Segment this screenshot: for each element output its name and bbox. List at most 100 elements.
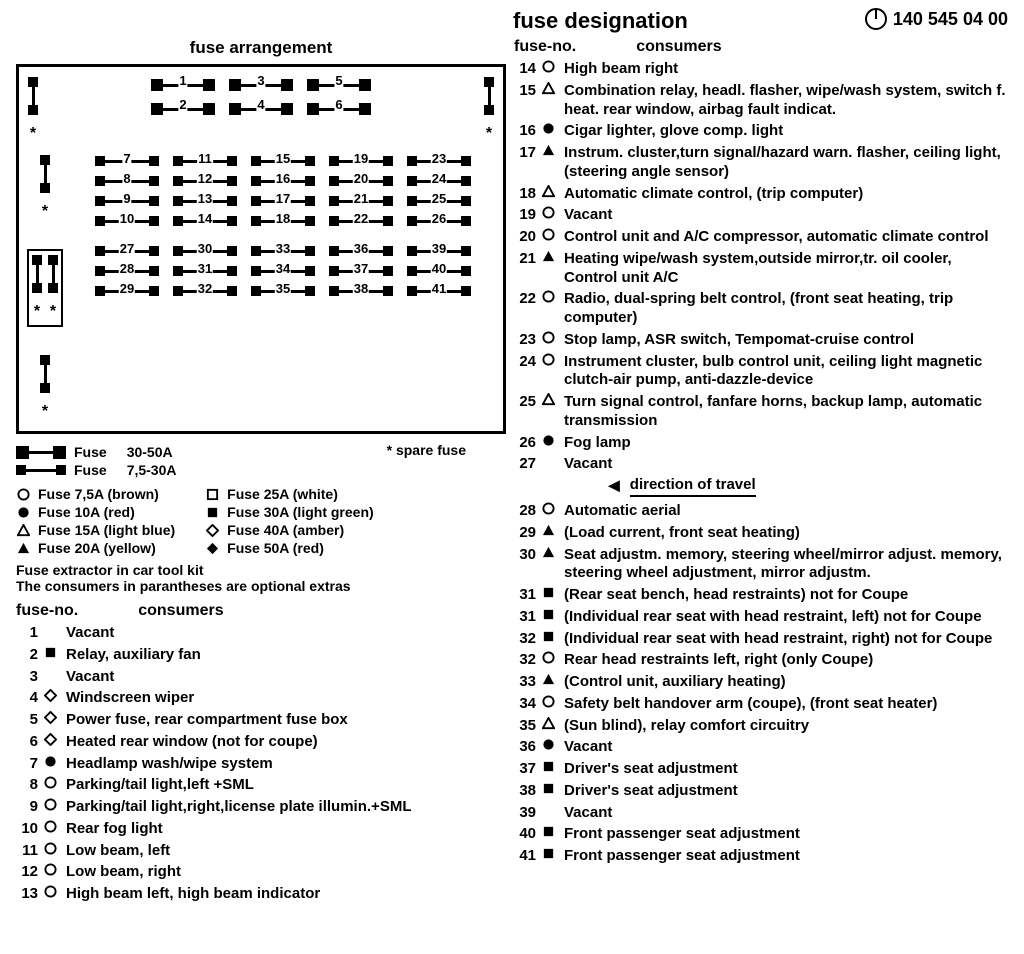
fuse-number: 25 — [514, 393, 536, 412]
fuse-number: 23 — [514, 331, 536, 350]
circle-open-icon — [542, 695, 558, 708]
fuse-description: Parking/tail light,left +SML — [66, 776, 506, 795]
fuse-item: 32 Rear head restraints left, right (onl… — [514, 651, 1008, 670]
fuse-slot: 41 — [407, 285, 471, 297]
fuse-item: 7 Headlamp wash/wipe system — [16, 755, 506, 774]
legend-row: Fuse 20A (yellow) — [16, 540, 175, 556]
fuse-item: 36 Vacant — [514, 738, 1008, 757]
fuse-slot: 14 — [173, 215, 237, 227]
circle-filled-icon — [542, 738, 558, 751]
fuse-slot: 13 — [173, 195, 237, 207]
fuse-description: Driver's seat adjustment — [564, 760, 1008, 779]
square-filled-icon — [44, 646, 60, 659]
triangle-open-icon — [542, 393, 558, 406]
fuse-slot: 8 — [95, 175, 159, 187]
fuse-item: 41 Front passenger seat adjustment — [514, 847, 1008, 866]
circle-filled-icon — [542, 434, 558, 447]
fuse-description: Headlamp wash/wipe system — [66, 755, 506, 774]
fuse-number: 11 — [16, 842, 38, 861]
fuse-description: Radio, dual-spring belt control, (front … — [564, 290, 1008, 328]
legend-row: Fuse30-50A — [16, 444, 177, 460]
fuse-slot: 27 — [95, 245, 159, 257]
fuse-number: 21 — [514, 250, 536, 269]
fuse-number: 28 — [514, 502, 536, 521]
fuse-description: (Rear seat bench, head restraints) not f… — [564, 586, 1008, 605]
square-filled-icon — [542, 608, 558, 621]
fuse-item: 5 Power fuse, rear compartment fuse box — [16, 711, 506, 730]
fuse-item: 31 (Individual rear seat with head restr… — [514, 608, 1008, 627]
fuse-number: 20 — [514, 228, 536, 247]
circle-open-icon — [542, 353, 558, 366]
fuse-number: 31 — [514, 586, 536, 605]
circle-open-icon — [542, 651, 558, 664]
fuse-number: 31 — [514, 608, 536, 627]
legend-row: Fuse7,5-30A — [16, 462, 177, 478]
fuse-description: Heating wipe/wash system,outside mirror,… — [564, 250, 1008, 288]
fuse-item: 9 Parking/tail light,right,license plate… — [16, 798, 506, 817]
fuse-slot: 25 — [407, 195, 471, 207]
fuse-item: 25 Turn signal control, fanfare horns, b… — [514, 393, 1008, 431]
legend-row: Fuse 7,5A (brown) — [16, 486, 175, 502]
list-header-left: fuse-no. consumers — [16, 602, 506, 620]
fuse-number: 18 — [514, 185, 536, 204]
star-icon: * — [30, 125, 36, 143]
left-column: fuse arrangement * 135246 * — [16, 38, 506, 907]
mercedes-logo-icon — [865, 8, 887, 30]
spare-left-mid: * — [27, 155, 63, 221]
fuse-number: 27 — [514, 455, 536, 474]
fuse-item: 35 (Sun blind), relay comfort circuitry — [514, 717, 1008, 736]
fuse-slot: 4 — [229, 101, 293, 117]
fuse-slot: 6 — [307, 101, 371, 117]
triangle-filled-icon — [542, 546, 558, 559]
fuse-description: Vacant — [564, 206, 1008, 225]
fuse-number: 7 — [16, 755, 38, 774]
fuse-number: 19 — [514, 206, 536, 225]
legend-row: Fuse 40A (amber) — [205, 522, 374, 538]
square-filled-icon — [542, 586, 558, 599]
square-filled-icon — [542, 782, 558, 795]
fuse-description: (Individual rear seat with head restrain… — [564, 608, 1008, 627]
fuse-description: (Individual rear seat with head restrain… — [564, 630, 1008, 649]
fuse-slot: 34 — [251, 265, 315, 277]
fuse-item: 12 Low beam, right — [16, 863, 506, 882]
arrangement-title: fuse arrangement — [16, 38, 506, 58]
fuse-slot: 24 — [407, 175, 471, 187]
fuse-item: 6 Heated rear window (not for coupe) — [16, 733, 506, 752]
fuse-description: Driver's seat adjustment — [564, 782, 1008, 801]
spare-box: * * — [27, 249, 63, 327]
fuse-list-left: 1 Vacant 2 Relay, auxiliary fan 3 Vacant… — [16, 624, 506, 904]
fuse-number: 40 — [514, 825, 536, 844]
fuse-item: 26 Fog lamp — [514, 434, 1008, 453]
right-column: fuse-no. consumers 14 High beam right 15… — [514, 38, 1008, 907]
triangle-filled-icon — [16, 541, 30, 555]
spare-label: * spare fuse — [387, 442, 466, 458]
fuse-slot: 3 — [229, 77, 293, 93]
fuse-number: 13 — [16, 885, 38, 904]
fuse-description: Rear fog light — [66, 820, 506, 839]
fuse-description: Instrument cluster, bulb control unit, c… — [564, 353, 1008, 391]
legend-row: Fuse 25A (white) — [205, 486, 374, 502]
fuse-number: 29 — [514, 524, 536, 543]
circle-filled-icon — [16, 505, 30, 519]
fuse-description: (Sun blind), relay comfort circuitry — [564, 717, 1008, 736]
fuse-slot: 40 — [407, 265, 471, 277]
fuse-slot: 37 — [329, 265, 393, 277]
notes: Fuse extractor in car tool kitThe consum… — [16, 562, 506, 594]
fuse-item: 13 High beam left, high beam indicator — [16, 885, 506, 904]
diamond-open-icon — [44, 689, 60, 702]
fuse-item: 28 Automatic aerial — [514, 502, 1008, 521]
fuse-description: Safety belt handover arm (coupe), (front… — [564, 695, 1008, 714]
fuse-slot: 29 — [95, 285, 159, 297]
fuse-item: 8 Parking/tail light,left +SML — [16, 776, 506, 795]
fuse-description: Seat adjustm. memory, steering wheel/mir… — [564, 546, 1008, 584]
fuse-number: 32 — [514, 651, 536, 670]
fuse-description: Control unit and A/C compressor, automat… — [564, 228, 1008, 247]
fuse-item: 3 Vacant — [16, 668, 506, 687]
spare-right-top: * — [483, 77, 495, 143]
fuse-description: (Control unit, auxiliary heating) — [564, 673, 1008, 692]
fuse-number: 30 — [514, 546, 536, 565]
fuse-description: Vacant — [564, 738, 1008, 757]
fuse-description: Vacant — [564, 804, 1008, 823]
fuse-number: 16 — [514, 122, 536, 141]
fuse-description: Automatic aerial — [564, 502, 1008, 521]
